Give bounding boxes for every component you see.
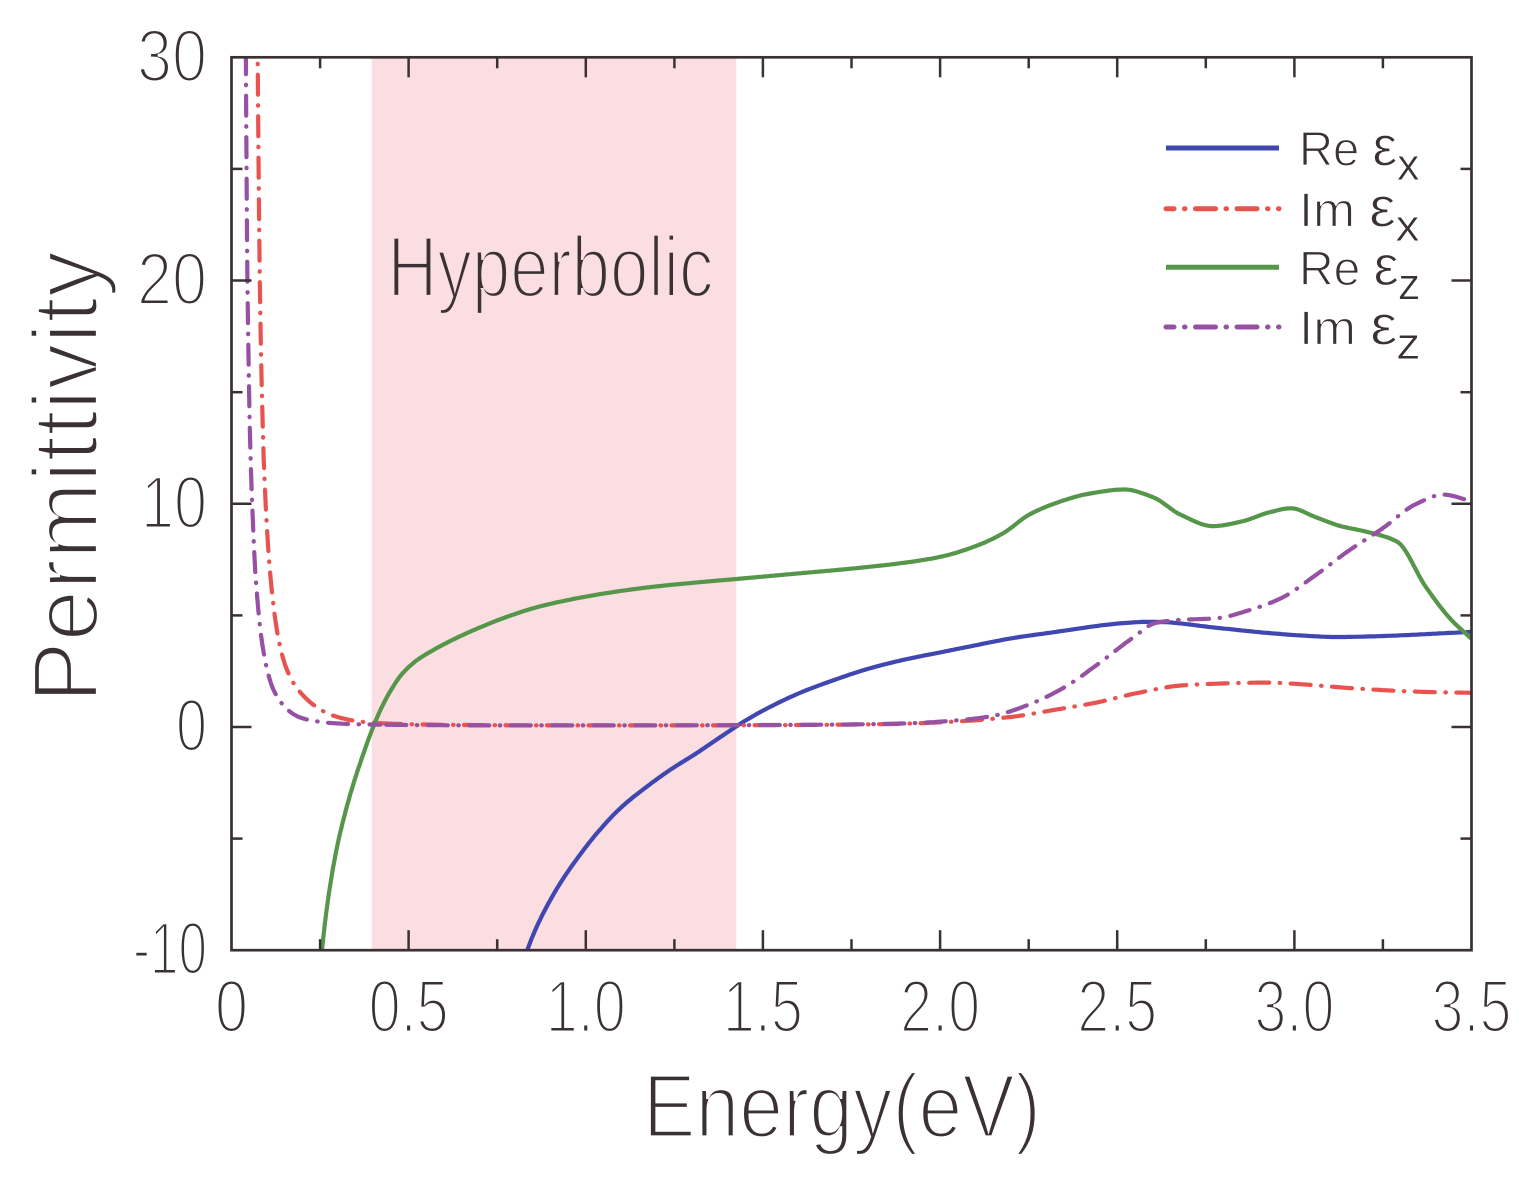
svg-text:Im εX: Im εX: [1299, 176, 1419, 248]
svg-text:3.5: 3.5: [1432, 965, 1512, 1048]
svg-text:Re εX: Re εX: [1299, 115, 1419, 187]
svg-text:Hyperbolic: Hyperbolic: [388, 220, 714, 316]
svg-text:Permittivity: Permittivity: [14, 251, 118, 703]
svg-text:-10: -10: [133, 907, 207, 990]
svg-text:0.5: 0.5: [369, 965, 449, 1048]
svg-text:10: 10: [141, 461, 207, 544]
svg-text:Energy(eV): Energy(eV): [643, 1057, 1041, 1157]
svg-text:0: 0: [215, 965, 248, 1048]
svg-text:20: 20: [137, 238, 207, 321]
svg-text:2.0: 2.0: [900, 965, 980, 1048]
svg-text:30: 30: [137, 14, 207, 97]
svg-text:1.0: 1.0: [546, 965, 626, 1048]
svg-text:3.0: 3.0: [1254, 965, 1334, 1048]
svg-text:Im εZ: Im εZ: [1299, 294, 1419, 366]
svg-text:0: 0: [176, 684, 207, 767]
svg-text:1.5: 1.5: [723, 965, 803, 1048]
svg-text:2.5: 2.5: [1077, 965, 1157, 1048]
